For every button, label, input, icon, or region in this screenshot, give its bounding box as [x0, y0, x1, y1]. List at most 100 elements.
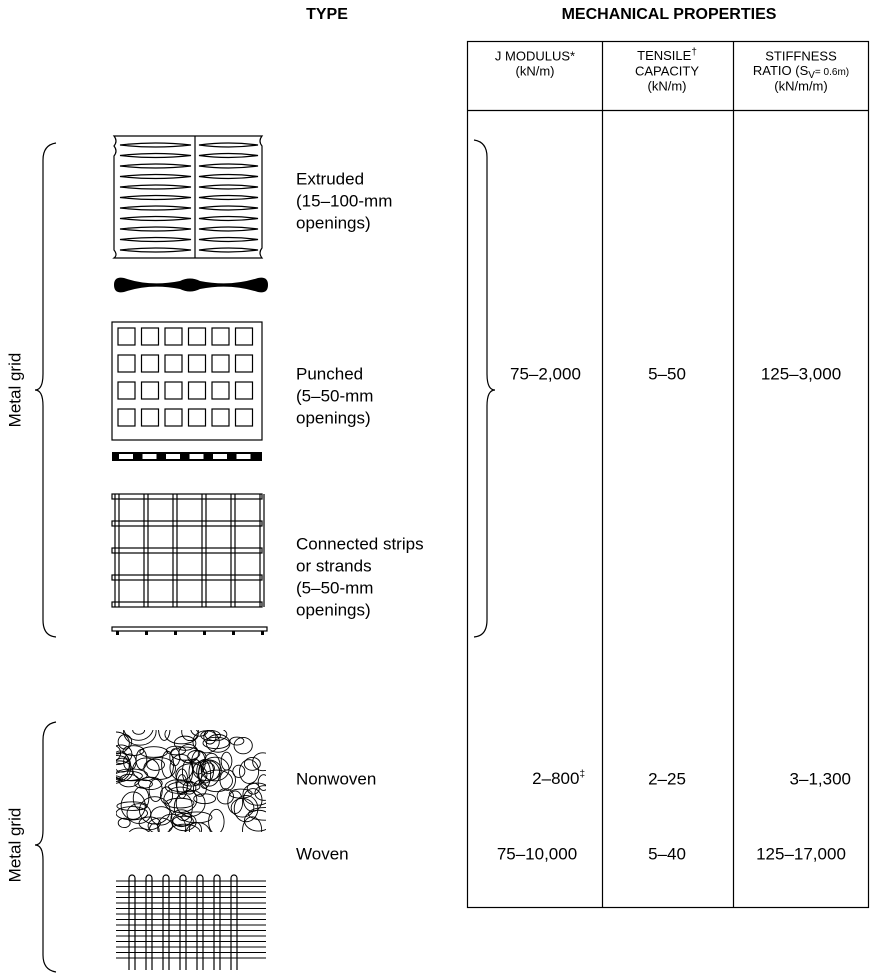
fibre	[181, 811, 213, 824]
fibre	[116, 755, 128, 766]
type-label: Extruded	[296, 169, 364, 188]
punched-hole	[117, 354, 136, 373]
type-title: TYPE	[306, 6, 348, 23]
fibre	[229, 736, 245, 746]
type-label: Connected strips	[296, 534, 424, 553]
type-label: openings)	[296, 213, 371, 232]
warp	[162, 874, 170, 970]
extruded-slot	[119, 152, 192, 159]
property-value: 5–50	[648, 364, 686, 383]
fibre	[242, 782, 266, 806]
property-value: 5–40	[648, 844, 686, 863]
extruded-slot	[198, 152, 259, 159]
fibre	[178, 744, 199, 764]
strip	[111, 601, 263, 608]
fibre	[148, 823, 160, 832]
fibre	[170, 746, 201, 761]
fibre	[132, 730, 146, 735]
extruded-slot	[119, 142, 192, 148]
punched-hole	[140, 354, 160, 373]
property-value: 2–800‡	[532, 769, 585, 789]
extruded-slot	[198, 247, 259, 253]
fibre	[233, 795, 259, 823]
punched-hole	[164, 381, 183, 400]
ratio-end: = 0.6m)	[815, 67, 849, 78]
fibre	[188, 821, 202, 832]
value-text: 2–800	[532, 769, 579, 788]
fibre	[175, 763, 208, 787]
strip-profile	[111, 626, 268, 632]
fibre	[116, 775, 123, 784]
type-label: openings)	[296, 408, 371, 427]
punched-hole	[164, 327, 183, 346]
punched-hole	[234, 327, 254, 346]
punched-hole	[211, 381, 230, 400]
punched-hole	[234, 381, 254, 400]
punched-hole	[140, 327, 160, 346]
fibre	[181, 730, 199, 742]
punched-hole	[187, 354, 207, 373]
fibre	[146, 758, 165, 771]
strip-profile-node	[116, 631, 119, 635]
strip	[111, 493, 263, 500]
strip-profile-node	[232, 631, 235, 635]
fibre	[233, 737, 253, 755]
strip	[111, 520, 263, 527]
fibre	[135, 748, 148, 770]
extruded-slot	[119, 173, 192, 180]
group-brace	[34, 142, 57, 638]
property-value: 2–25	[648, 769, 686, 788]
group-brace	[34, 721, 57, 973]
extruded-slot	[119, 194, 192, 201]
extruded-slot	[119, 226, 192, 232]
type-label: or strands	[296, 556, 372, 575]
type-label: (15–100-mm	[296, 191, 392, 210]
fibre	[232, 764, 246, 778]
punched-hole	[187, 381, 207, 400]
extruded-slot	[198, 163, 259, 169]
fibre	[201, 762, 215, 775]
punched-hole	[117, 381, 136, 400]
fibre	[128, 827, 150, 832]
extruded-slot	[198, 184, 259, 190]
fibre	[252, 752, 266, 772]
strip-profile-node	[203, 631, 206, 635]
extruded-slot	[198, 236, 259, 243]
fibre	[198, 760, 221, 787]
fibre	[244, 809, 266, 832]
punched-hole	[164, 354, 183, 373]
fibre	[116, 806, 148, 821]
punched-hole	[164, 408, 183, 427]
fibre	[228, 788, 253, 799]
fibre	[220, 751, 233, 771]
fibre	[193, 793, 217, 805]
fibre	[200, 730, 221, 742]
table-brace	[473, 139, 496, 638]
footnote-mark: ‡	[579, 769, 585, 780]
extruded-slot	[198, 194, 259, 201]
property-value: 125–17,000	[756, 844, 846, 863]
column-unit: (kN/m)	[516, 63, 555, 78]
warp	[179, 874, 187, 970]
punched-hole	[211, 408, 230, 427]
punched-hole	[117, 408, 136, 427]
fibre	[173, 735, 197, 751]
punched-profile-hole	[189, 454, 204, 459]
group-label: Metal grid	[5, 353, 24, 428]
extruded-slot	[119, 163, 192, 169]
fibre	[182, 780, 197, 795]
fibre	[248, 807, 266, 821]
type-label: Woven	[296, 844, 349, 863]
property-value: 3–1,300	[790, 769, 851, 788]
fibre	[243, 757, 261, 771]
fibre	[192, 730, 220, 754]
column-header: TENSILE†	[637, 47, 697, 64]
fibre	[208, 808, 225, 832]
fibre	[163, 786, 198, 813]
extruded-slot	[119, 236, 192, 243]
nonwoven-fibres	[116, 730, 266, 832]
warp	[196, 874, 204, 970]
fibre	[139, 746, 169, 758]
type-label: openings)	[296, 600, 371, 619]
